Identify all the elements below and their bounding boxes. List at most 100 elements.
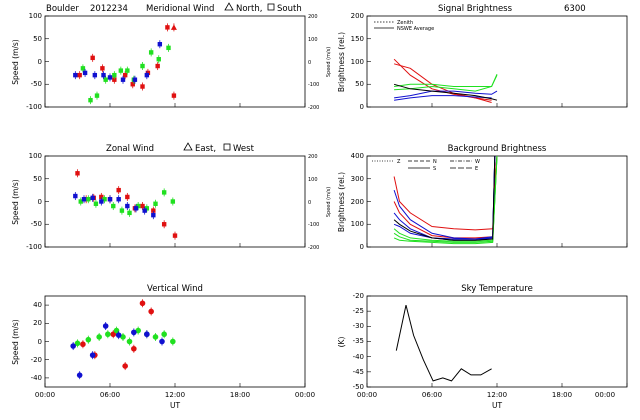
ytick-label: -45 — [353, 368, 364, 376]
data-point — [131, 329, 137, 336]
data-point — [126, 338, 133, 345]
data-point — [135, 203, 141, 209]
ytick-right-label: 200 — [308, 14, 318, 20]
data-point — [96, 334, 102, 340]
ytick-label: 20 — [33, 319, 42, 327]
triangle-legend-icon — [183, 142, 193, 151]
ytick-label: 0 — [38, 338, 42, 346]
data-point — [80, 66, 86, 71]
data-point — [125, 203, 130, 209]
ytick-label: -40 — [353, 353, 364, 361]
data-point — [107, 75, 113, 80]
skytemp-ylabel: (K) — [337, 337, 346, 348]
signal-title: Signal Brightness — [438, 4, 513, 14]
data-point — [127, 210, 132, 216]
series-line — [394, 95, 492, 101]
series-line — [393, 155, 496, 241]
series-line — [393, 155, 498, 242]
square-legend-icon — [223, 143, 231, 151]
ytick-label: 150 — [351, 35, 364, 43]
xtick-label: 00:00 — [295, 391, 315, 399]
data-point — [161, 190, 167, 195]
ytick-label: 0 — [38, 198, 42, 206]
ytick-label: -35 — [353, 337, 364, 345]
data-point — [70, 343, 76, 349]
xtick-label: 00:00 — [595, 391, 615, 399]
data-point — [148, 308, 154, 315]
data-point — [170, 24, 177, 30]
square-legend-icon — [267, 3, 275, 11]
zonal-ylabel: Speed (m/s) — [11, 179, 20, 225]
ytick-label: 0 — [360, 103, 364, 111]
ytick-right-label: -200 — [308, 105, 319, 111]
vertical-xticks: 00:00 06:00 12:00 18:00 00:00 — [35, 391, 315, 399]
legend-n: N — [433, 159, 437, 165]
background-title: Background Brightness — [448, 144, 547, 154]
data-point — [100, 66, 105, 71]
data-point — [157, 42, 163, 47]
data-point — [161, 331, 167, 338]
data-point — [102, 323, 109, 329]
data-point — [93, 201, 99, 206]
data-point — [125, 194, 130, 200]
background-legend: Z N S W E — [372, 159, 480, 172]
skytemp-xlabel: UT — [492, 401, 502, 410]
xtick-label: 12:00 — [165, 391, 185, 399]
xtick-label: 06:00 — [422, 391, 442, 399]
zonal-title: Zonal Wind — [106, 144, 154, 154]
panel-background: Background Brightness Z N S W E 400 300 … — [337, 144, 628, 251]
data-point — [102, 197, 107, 202]
series-line — [393, 155, 498, 243]
skytemp-xticks: 00:00 06:00 12:00 18:00 00:00 — [357, 391, 615, 399]
ytick-label: -100 — [26, 103, 42, 111]
ytick-label: 100 — [351, 58, 364, 66]
background-frame — [366, 155, 628, 248]
vertical-ylabel: Speed (m/s) — [11, 319, 20, 365]
ytick-right-label: 200 — [308, 154, 318, 160]
data-point — [135, 327, 141, 334]
ytick-right-label: -100 — [308, 222, 319, 228]
data-point — [133, 206, 139, 211]
data-point — [140, 203, 145, 209]
data-point — [131, 345, 137, 352]
data-point — [122, 72, 128, 78]
ytick-right-label: 100 — [308, 177, 318, 183]
zonal-plot-area — [44, 155, 306, 248]
ytick-label: -20 — [31, 356, 42, 364]
legend-e: E — [475, 166, 478, 172]
meridional-legend-north: North, — [236, 4, 262, 14]
legend-s: S — [433, 166, 436, 172]
meridional-title: Meridional Wind — [146, 4, 214, 14]
series-line — [393, 63, 492, 101]
data-point — [73, 193, 78, 199]
signal-ylabel: Brightness (rel.) — [337, 32, 346, 92]
data-point — [78, 199, 83, 204]
data-point — [101, 72, 106, 78]
data-point — [122, 363, 128, 369]
series-line — [393, 155, 496, 240]
ytick-label: 0 — [360, 243, 364, 251]
data-point — [94, 93, 100, 98]
zonal-legend-east: East, — [195, 144, 216, 154]
data-point — [90, 55, 95, 61]
data-point — [111, 203, 116, 209]
data-point — [118, 68, 124, 73]
data-point — [144, 72, 150, 78]
ytick-label: 50 — [355, 80, 364, 88]
meridional-legend-south: South — [277, 4, 302, 14]
signal-legend: Zenith NSWE Average — [374, 20, 434, 32]
meridional-yticks-right: 200 100 0 -100 -200 — [308, 14, 319, 111]
triangle-legend-icon — [224, 2, 234, 11]
data-point — [144, 206, 150, 211]
xtick-label: 00:00 — [35, 391, 55, 399]
ytick-label: 100 — [29, 12, 42, 20]
data-point — [105, 331, 111, 338]
data-point — [171, 93, 177, 98]
data-point — [116, 187, 121, 193]
data-point — [77, 72, 82, 78]
ytick-label: 50 — [33, 175, 42, 183]
data-point — [155, 63, 160, 69]
data-point — [113, 327, 120, 334]
skytemp-plot-area — [366, 295, 628, 388]
